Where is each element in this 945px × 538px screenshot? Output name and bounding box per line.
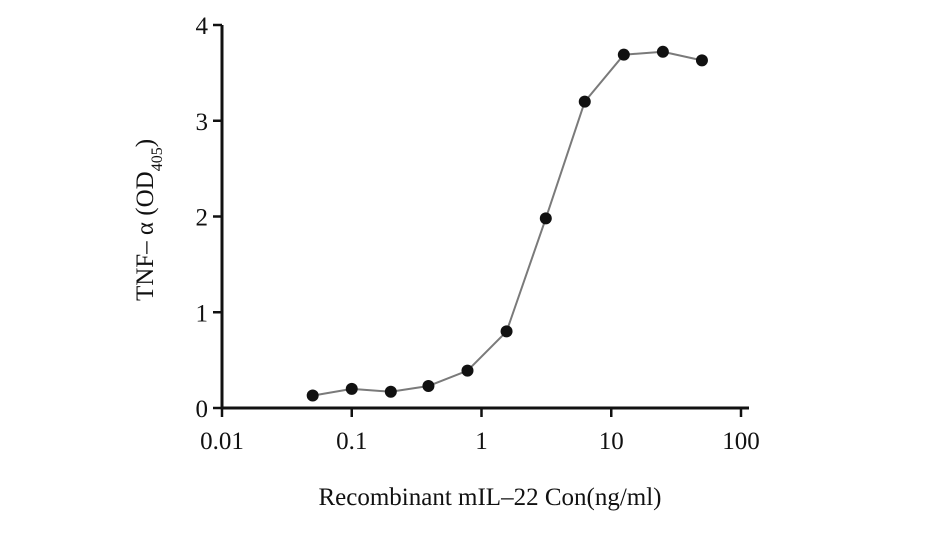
y-tick-label: 2 <box>196 205 209 232</box>
data-point <box>306 389 319 402</box>
y-tick-label: 3 <box>196 109 209 136</box>
data-point <box>500 325 513 338</box>
y-axis-title-main: TNF– α (OD <box>132 171 159 301</box>
y-tick-label: 0 <box>196 396 209 423</box>
data-point <box>578 95 591 108</box>
y-tick-label: 4 <box>196 13 209 40</box>
x-axis-title: Recombinant mIL–22 Con(ng/ml) <box>318 484 661 511</box>
y-axis-title: TNF– α (OD405) <box>132 139 166 301</box>
x-tick-label: 10 <box>599 428 624 455</box>
series-line <box>312 50 703 397</box>
data-point <box>384 385 397 398</box>
x-tick-label: 0.01 <box>200 428 244 455</box>
x-tick-label: 0.1 <box>336 428 367 455</box>
y-axis-title-close: ) <box>132 139 159 147</box>
data-point <box>695 54 708 67</box>
data-point <box>656 45 669 58</box>
data-point <box>422 379 435 392</box>
data-point <box>617 48 630 61</box>
y-axis-title-subscript: 405 <box>149 147 166 171</box>
series-layer <box>306 45 708 402</box>
x-tick-label: 1 <box>475 428 488 455</box>
data-point <box>345 382 358 395</box>
y-tick-label: 1 <box>196 300 209 327</box>
x-tick-label: 100 <box>722 428 760 455</box>
data-point <box>539 212 552 225</box>
data-point <box>461 364 474 377</box>
axes: 0.01 0.1 1 10 100 0 1 2 3 4 <box>196 13 760 455</box>
